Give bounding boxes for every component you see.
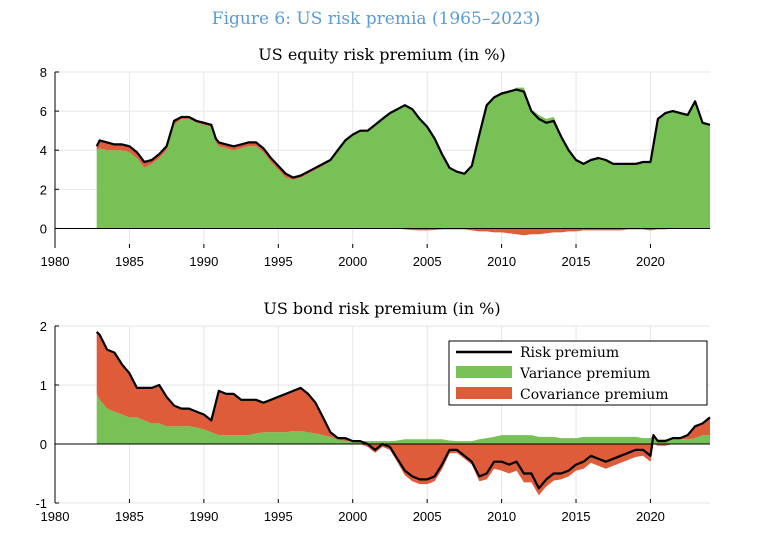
bond-panel: US bond risk premium (in %) 1980 1985 1990… — [35, 299, 711, 524]
bond-x-tick-label: 1990 — [189, 509, 218, 524]
equity-y-tick-label: 8 — [40, 65, 47, 80]
equity-risk-premium-line — [95, 88, 711, 179]
equity-variance-area — [96, 87, 710, 229]
legend-variance-label: Variance premium — [519, 366, 650, 382]
equity-x-tick-label: 2005 — [413, 254, 442, 269]
bond-x-tick-label: 2015 — [562, 509, 591, 524]
equity-panel: US equity risk premium (in %) 1980 1985 19… — [40, 45, 711, 269]
bond-y-tick-label: 0 — [40, 437, 47, 452]
equity-covariance-area-neg — [96, 228, 710, 236]
bond-x-tick-label: 2010 — [487, 509, 516, 524]
bond-axes — [54, 325, 710, 504]
legend-variance-swatch — [456, 366, 512, 378]
equity-x-tick-label: 1980 — [41, 254, 70, 269]
equity-x-tick-label: 1995 — [264, 254, 293, 269]
equity-x-tick-label: 2020 — [636, 254, 665, 269]
bond-risk-premium-line — [95, 331, 711, 490]
bond-chart-title: US bond risk premium (in %) — [263, 299, 500, 318]
equity-areas — [96, 87, 710, 236]
bond-x-tick-label: 2005 — [413, 509, 442, 524]
legend: Risk premium Variance premium Covariance… — [448, 340, 708, 406]
equity-x-tick-label: 2010 — [487, 254, 516, 269]
bond-x-tick-label: 2000 — [338, 509, 367, 524]
bond-x-tick-label: 1995 — [264, 509, 293, 524]
equity-x-tick-label: 1990 — [189, 254, 218, 269]
bond-y-tick-label: 2 — [40, 319, 47, 334]
bond-covariance-area — [96, 331, 710, 442]
bond-variance-area — [96, 393, 710, 444]
equity-tick-labels: 1980 1985 1990 1995 2000 2005 2010 2015 2020 0 2 4 6… — [40, 65, 665, 269]
legend-covariance-label: Covariance premium — [520, 387, 669, 403]
equity-x-tick-label: 2000 — [338, 254, 367, 269]
bond-y-tick-label: -1 — [35, 496, 47, 511]
equity-y-tick-label: 4 — [40, 143, 47, 158]
bond-x-tick-label: 1980 — [41, 509, 70, 524]
bond-x-tick-label: 1985 — [115, 509, 144, 524]
bond-y-tick-label: 1 — [40, 378, 47, 393]
equity-x-tick-label: 1985 — [115, 254, 144, 269]
legend-covariance-swatch — [456, 387, 512, 399]
equity-y-tick-label: 0 — [40, 221, 47, 236]
bond-risk-line-group — [95, 331, 711, 490]
equity-risk-line-group — [95, 88, 711, 179]
figure-title: Figure 6: US risk premia (1965–2023) — [212, 9, 540, 29]
bond-x-tick-label: 2020 — [636, 509, 665, 524]
legend-risk-label: Risk premium — [520, 345, 619, 361]
equity-y-tick-label: 2 — [40, 182, 47, 197]
equity-axes — [54, 71, 710, 248]
equity-chart-title: US equity risk premium (in %) — [258, 45, 505, 64]
equity-y-tick-label: 6 — [40, 104, 47, 119]
equity-x-tick-label: 2015 — [562, 254, 591, 269]
bond-tick-labels: 1980 1985 1990 1995 2000 2005 2010 2015 2020 -1 0 1… — [35, 319, 664, 524]
